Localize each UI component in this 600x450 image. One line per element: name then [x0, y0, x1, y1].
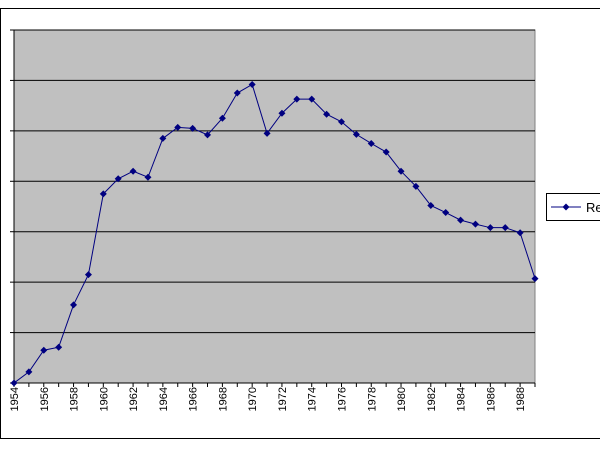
data-point-marker: [10, 379, 18, 387]
data-point-marker: [293, 95, 301, 103]
data-point-marker: [114, 175, 122, 183]
x-tick-label: 1980: [396, 387, 408, 411]
series-line: [13, 83, 536, 384]
x-tick-label: 1974: [307, 387, 319, 411]
legend: Re: [546, 193, 600, 221]
data-point-marker: [55, 343, 63, 351]
data-point-marker: [531, 275, 539, 283]
data-point-marker: [233, 89, 241, 97]
data-point-marker: [457, 216, 465, 224]
data-point-marker: [25, 368, 33, 376]
data-point-marker: [248, 80, 256, 88]
data-point-marker: [382, 148, 390, 156]
data-point-marker: [278, 109, 286, 117]
data-point-marker: [501, 224, 509, 232]
data-point-marker: [99, 190, 107, 198]
data-point-marker: [412, 182, 420, 190]
series-layer: [10, 80, 539, 387]
x-tick-label: 1986: [485, 387, 497, 411]
data-point-marker: [337, 118, 345, 126]
data-point-marker: [144, 173, 152, 181]
data-point-marker: [174, 123, 182, 131]
data-point-marker: [516, 229, 524, 237]
plot-area: [13, 29, 536, 384]
data-point-marker: [486, 224, 494, 232]
data-point-marker: [263, 129, 271, 137]
data-point-marker: [218, 114, 226, 122]
x-tick-label: 1966: [188, 387, 200, 411]
x-tick-label: 1954: [9, 387, 21, 411]
x-tick-label: 1958: [69, 387, 81, 411]
x-tick-labels: 1954 1956 1958 1960 1962 1964 1966 1968 1970 1972…: [9, 387, 527, 411]
legend-series-label: Re: [586, 200, 600, 215]
data-point-marker: [159, 134, 167, 142]
legend-marker-swatch: [562, 203, 570, 211]
data-point-marker: [427, 201, 435, 209]
x-tick-label: 1962: [128, 387, 140, 411]
data-point-marker: [352, 130, 360, 138]
data-point-marker: [70, 301, 78, 309]
x-tick-label: 1960: [98, 387, 110, 411]
data-point-marker: [367, 139, 375, 147]
data-point-marker: [308, 95, 316, 103]
x-tick-label: 1956: [39, 387, 51, 411]
x-tick-label: 1970: [247, 387, 259, 411]
x-tick-label: 1972: [277, 387, 289, 411]
gridlines: [14, 29, 535, 334]
x-tick-label: 1968: [217, 387, 229, 411]
data-point-marker: [471, 220, 479, 228]
x-tick-label: 1976: [336, 387, 348, 411]
data-point-marker: [323, 110, 331, 118]
data-point-marker: [397, 167, 405, 175]
data-point-marker: [204, 131, 212, 139]
x-tick-label: 1988: [515, 387, 527, 411]
x-tick-label: 1984: [456, 387, 468, 411]
data-point-marker: [189, 124, 197, 132]
x-tick-label: 1964: [158, 387, 170, 411]
x-tick-label: 1982: [426, 387, 438, 411]
data-point-marker: [40, 346, 48, 354]
data-point-marker: [129, 167, 137, 175]
axes: [10, 29, 536, 387]
x-tick-label: 1978: [366, 387, 378, 411]
data-point-marker: [84, 271, 92, 279]
data-point-marker: [442, 209, 450, 217]
